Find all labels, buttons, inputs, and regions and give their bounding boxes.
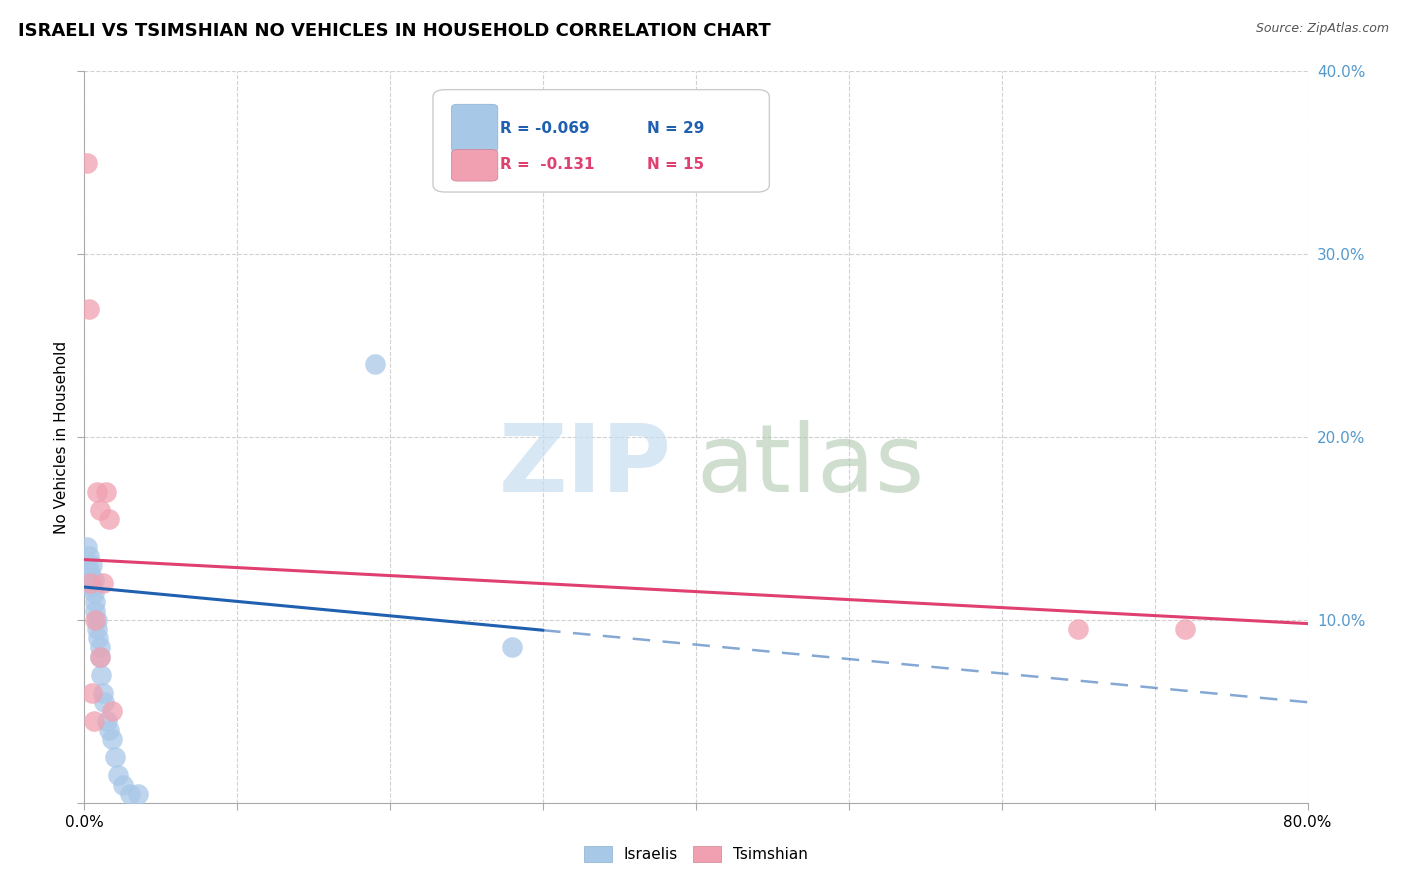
Point [89,640,111,655]
FancyBboxPatch shape [451,104,498,152]
Point [87,632,110,646]
Point [364,357,387,371]
Point [86,613,108,627]
Point [84,594,107,608]
Point [76,156,98,170]
Point [97,723,120,737]
Text: R = -0.069: R = -0.069 [501,121,591,136]
Text: N = 29: N = 29 [647,121,704,136]
Legend: Israelis, Tsimshian: Israelis, Tsimshian [578,840,814,868]
Point [94,485,117,500]
Point [84,604,107,618]
Point [89,649,111,664]
Point [502,640,524,655]
Text: R =  -0.131: R = -0.131 [501,158,595,172]
Point [80,686,103,700]
Point [83,585,105,599]
Point [79,576,101,591]
Point [101,731,124,746]
Point [91,686,114,700]
Point [77,549,100,563]
Point [127,787,149,801]
Point [91,576,114,591]
Point [90,667,112,681]
Point [120,787,142,801]
Point [1067,622,1090,636]
FancyBboxPatch shape [451,150,498,181]
Point [97,512,120,526]
Point [84,613,107,627]
Point [83,714,105,728]
Text: Source: ZipAtlas.com: Source: ZipAtlas.com [1256,22,1389,36]
Point [86,622,108,636]
Text: atlas: atlas [696,420,924,512]
Point [80,580,103,594]
Point [80,558,103,573]
Point [96,714,118,728]
Point [101,705,124,719]
Point [93,695,115,709]
Point [79,576,101,591]
Point [77,301,100,317]
Point [111,778,134,792]
Point [89,649,111,664]
Point [89,503,111,517]
Text: ISRAELI VS TSIMSHIAN NO VEHICLES IN HOUSEHOLD CORRELATION CHART: ISRAELI VS TSIMSHIAN NO VEHICLES IN HOUS… [18,22,770,40]
Point [86,485,108,500]
Point [79,567,101,582]
Text: N = 15: N = 15 [647,158,704,172]
Text: ZIP: ZIP [499,420,672,512]
Y-axis label: No Vehicles in Household: No Vehicles in Household [53,341,69,533]
FancyBboxPatch shape [433,90,769,192]
Point [1174,622,1197,636]
Point [76,540,98,554]
Point [104,750,127,764]
Point [77,562,100,576]
Point [83,573,105,587]
Point [107,768,129,782]
